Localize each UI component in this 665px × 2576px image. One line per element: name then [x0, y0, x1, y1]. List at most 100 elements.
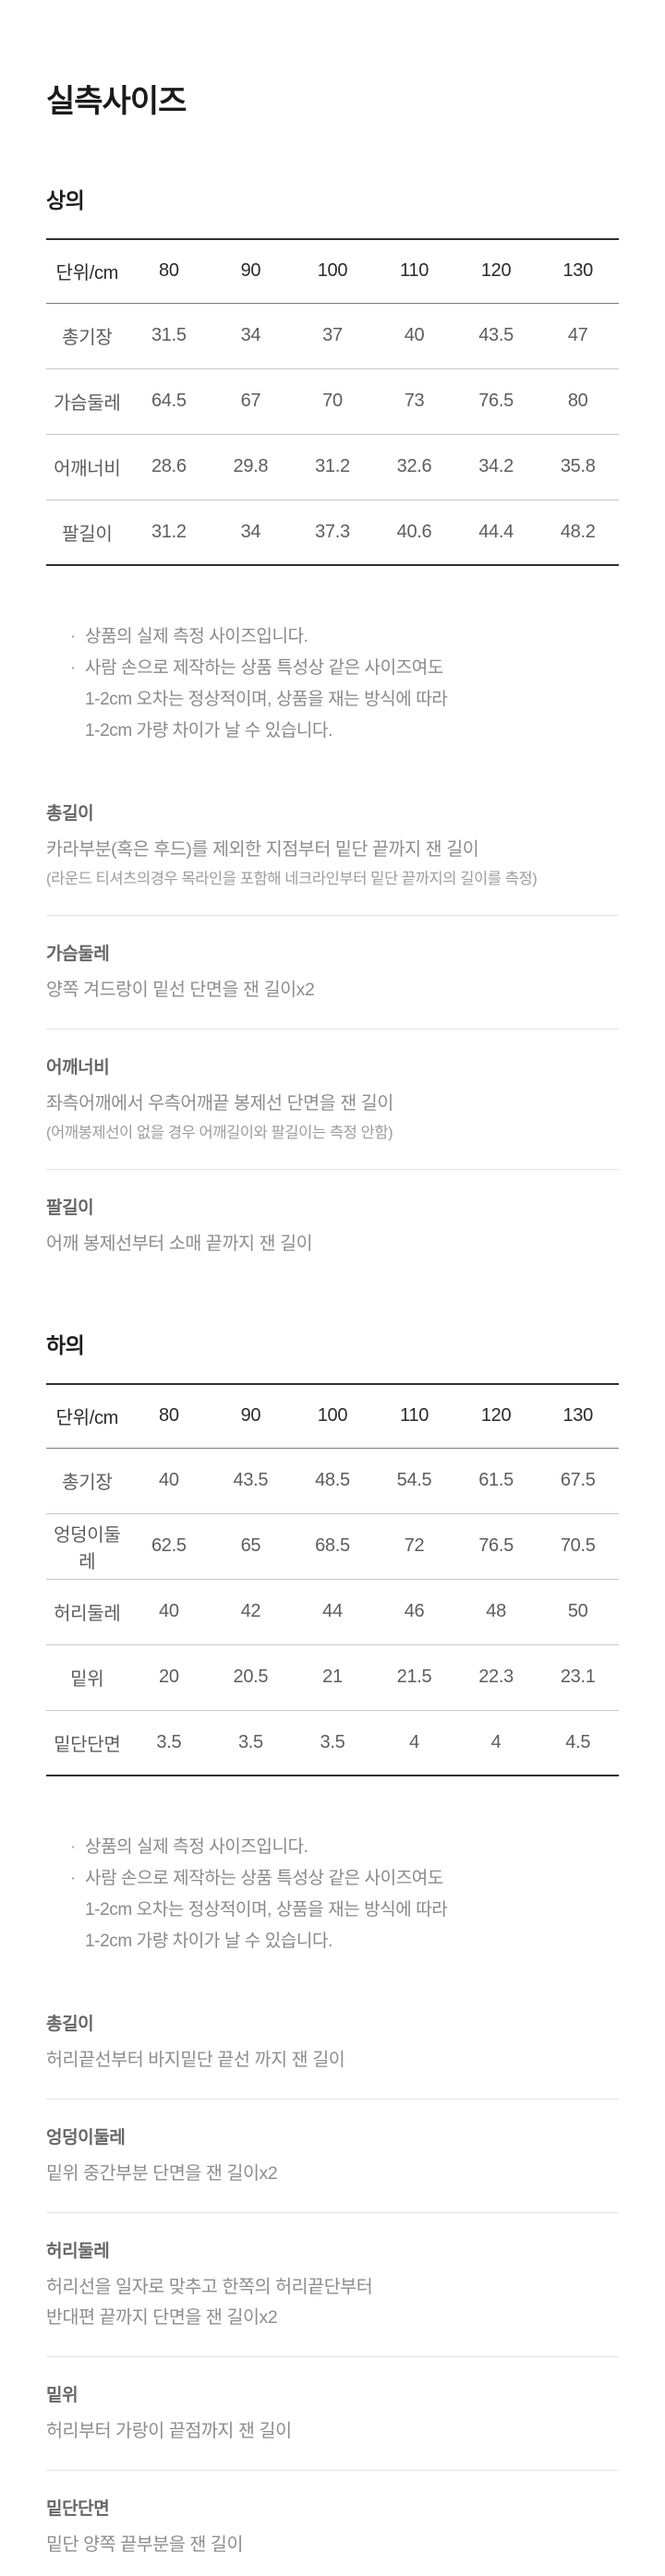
bullet-marker: ·	[70, 1869, 76, 1888]
table-row: 밑위 20 20.5 21 21.5 22.3 23.1	[46, 1644, 619, 1711]
header-row: 단위/cm 80 90 100 110 120 130	[46, 239, 619, 304]
definition-block: 팔길이 어깨 봉제선부터 소매 끝까지 잰 길이	[46, 1197, 619, 1259]
unit-header-cell: 단위/cm	[46, 239, 128, 304]
tops-size-table: 단위/cm 80 90 100 110 120 130 총기장 31.5 34 …	[46, 238, 619, 566]
col-header: 120	[454, 239, 538, 304]
row-label: 허리둘레	[46, 1579, 128, 1645]
note-line: 1-2cm 오차는 정상적이며, 상품을 재는 방식에 따라	[46, 684, 619, 716]
row-label: 어깨너비	[46, 434, 128, 500]
size-value: 34.2	[454, 434, 538, 500]
size-value: 44	[291, 1579, 374, 1645]
size-value: 23.1	[537, 1644, 619, 1711]
size-value: 62.5	[127, 1513, 211, 1580]
table-row: 어깨너비 28.6 29.8 31.2 32.6 34.2 35.8	[46, 434, 619, 500]
definition-block: 가슴둘레 양쪽 겨드랑이 밑선 단면을 잰 길이x2	[46, 943, 619, 1029]
note-line: 1-2cm 가량 차이가 날 수 있습니다.	[46, 716, 619, 747]
row-label: 총기장	[46, 1448, 128, 1514]
definition-term: 밑단단면	[46, 2499, 110, 2519]
divider	[46, 2356, 619, 2357]
size-value: 40	[127, 1579, 211, 1645]
col-header: 130	[537, 1384, 619, 1449]
bottoms-definitions: 총길이 허리끝선부터 바지밑단 끝선 까지 잰 길이 엉덩이둘레 밑위 중간부분…	[46, 2013, 619, 2560]
definition-block: 허리둘레 허리선을 일자로 맞추고 한쪽의 허리끝단부터 반대편 끝까지 단면을…	[46, 2240, 619, 2357]
size-value: 3.5	[156, 1731, 182, 1752]
size-value: 46	[373, 1579, 455, 1645]
definition-term: 밑위	[46, 2386, 79, 2405]
col-header: 130	[537, 239, 619, 304]
size-value: 28.6	[127, 434, 211, 500]
table-row: 가슴둘레 64.5 67 70 73 76.5 80	[46, 368, 619, 435]
bullet-marker: ·	[70, 658, 76, 678]
definition-block: 총길이 허리끝선부터 바지밑단 끝선 까지 잰 길이	[46, 2013, 619, 2100]
divider	[46, 1169, 619, 1170]
definition-sub: (라운드 티셔츠의경우 목라인을 포함해 네크라인부터 밑단 끝까지의 길이를 …	[46, 871, 538, 887]
definition-term: 총길이	[46, 804, 94, 824]
size-value: 67.5	[537, 1448, 619, 1514]
size-value: 31.2	[291, 434, 374, 500]
definition-term: 팔길이	[46, 1198, 94, 1218]
definition-desc: 밑단 양쪽 끝부분을 잰 길이	[46, 2534, 244, 2555]
note-line: · 상품의 실제 측정 사이즈입니다.	[46, 621, 619, 653]
row-label: 총기장	[46, 303, 128, 369]
definition-desc: 반대편 끝까지 단면을 잰 길이x2	[46, 2307, 278, 2328]
note-text: 상품의 실제 측정 사이즈입니다.	[85, 1837, 308, 1857]
divider	[46, 915, 619, 916]
size-value: 37	[291, 303, 374, 369]
size-value: 65	[210, 1513, 292, 1580]
size-value: 43.5	[210, 1448, 292, 1514]
definition-desc: 허리부터 가랑이 끝점까지 잰 길이	[46, 2421, 292, 2441]
note-line: 1-2cm 가량 차이가 날 수 있습니다.	[46, 1926, 619, 1957]
definition-desc: 밑위 중간부분 단면을 잰 길이x2	[46, 2163, 278, 2184]
size-value: 70	[291, 368, 374, 435]
definition-term: 엉덩이둘레	[46, 2128, 126, 2148]
size-value: 40	[373, 303, 455, 369]
definition-term: 가슴둘레	[46, 945, 110, 964]
tops-notes: · 상품의 실제 측정 사이즈입니다. · 사람 손으로 제작하는 상품 특성상…	[46, 621, 619, 747]
size-value: 4	[409, 1731, 419, 1752]
size-value: 73	[373, 368, 455, 435]
row-label: 밑단단면	[54, 1734, 121, 1755]
definition-term: 어깨너비	[46, 1058, 110, 1077]
definition-term: 총길이	[46, 2015, 94, 2034]
col-header: 110	[373, 239, 455, 304]
size-value: 34	[210, 303, 292, 369]
note-text: 1-2cm 가량 차이가 날 수 있습니다.	[85, 721, 332, 740]
note-line: 1-2cm 오차는 정상적이며, 상품을 재는 방식에 따라	[46, 1895, 619, 1926]
col-header: 80	[127, 1384, 211, 1449]
note-text: 1-2cm 오차는 정상적이며, 상품을 재는 방식에 따라	[85, 690, 448, 709]
size-value: 34	[240, 521, 261, 542]
size-value: 22.3	[454, 1644, 538, 1711]
size-value: 21.5	[373, 1644, 455, 1711]
table-row: 엉덩이둘레 62.5 65 68.5 72 76.5 70.5	[46, 1513, 619, 1580]
size-value: 20	[127, 1644, 211, 1711]
page-title: 실측사이즈	[46, 84, 187, 119]
size-value: 3.5	[237, 1731, 263, 1752]
size-value: 40.6	[396, 521, 432, 542]
size-value: 32.6	[373, 434, 455, 500]
row-label: 팔길이	[62, 524, 113, 545]
note-text: 1-2cm 가량 차이가 날 수 있습니다.	[85, 1932, 332, 1951]
definition-desc: 양쪽 겨드랑이 밑선 단면을 잰 길이x2	[46, 980, 315, 1000]
definition-desc: 어깨 봉제선부터 소매 끝까지 잰 길이	[46, 1234, 313, 1254]
tops-definitions: 총길이 카라부분(혹은 후드)를 제외한 지점부터 밑단 끝까지 잰 길이 (라…	[46, 802, 619, 1259]
size-value: 3.5	[320, 1731, 345, 1752]
divider	[46, 2470, 619, 2471]
divider	[46, 2212, 619, 2213]
size-value: 48.2	[560, 521, 596, 542]
definition-desc: 카라부분(혹은 후드)를 제외한 지점부터 밑단 끝까지 잰 길이	[46, 839, 479, 860]
size-value: 48	[454, 1579, 538, 1645]
size-value: 31.2	[151, 521, 187, 542]
bottoms-notes: · 상품의 실제 측정 사이즈입니다. · 사람 손으로 제작하는 상품 특성상…	[46, 1832, 619, 1957]
size-value: 70.5	[537, 1513, 619, 1580]
definition-desc: 허리끝선부터 바지밑단 끝선 까지 잰 길이	[46, 2050, 345, 2070]
col-header: 100	[291, 1384, 374, 1449]
size-value: 42	[210, 1579, 292, 1645]
size-value: 50	[537, 1579, 619, 1645]
definition-block: 밑단단면 밑단 양쪽 끝부분을 잰 길이	[46, 2498, 619, 2560]
definition-block: 밑위 허리부터 가랑이 끝점까지 잰 길이	[46, 2384, 619, 2471]
size-value: 4	[490, 1731, 502, 1752]
table-row: 팔길이 31.2 34 37.3 40.6 44.4 48.2	[46, 500, 619, 565]
definition-sub: (어깨봉제선이 없을 경우 어깨길이와 팔길이는 측정 안함)	[46, 1125, 393, 1141]
bullet-marker: ·	[70, 627, 76, 646]
bottoms-section-heading: 하의	[46, 1333, 85, 1357]
